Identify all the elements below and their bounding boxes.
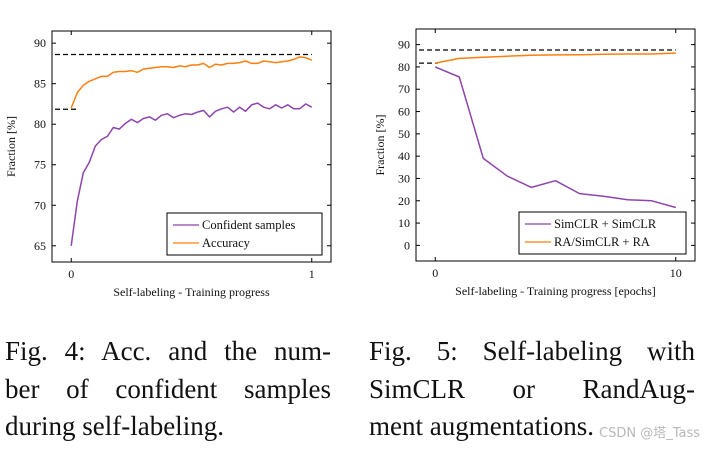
y-tick-label: 80 xyxy=(34,117,46,131)
figure-5-caption: Fig. 5: Self-labeling with SimCLR or Ran… xyxy=(369,333,695,446)
x-tick-label: 0 xyxy=(68,267,74,281)
y-tick-label: 70 xyxy=(34,198,46,212)
chart-2: 0 10 20 30 40 50 60 70 80 90 0 10 Self-labeling - Tr… xyxy=(373,28,696,298)
series-line xyxy=(70,102,313,246)
x-tick-label: 1 xyxy=(309,267,315,281)
y-tick-label: 75 xyxy=(34,158,46,172)
x-tick-label: 0 xyxy=(432,266,438,280)
y-tick-label: 65 xyxy=(34,239,46,253)
series-line xyxy=(435,52,676,64)
y-tick-label: 85 xyxy=(34,77,46,91)
plot-frame xyxy=(51,30,332,263)
y-tick-label: 90 xyxy=(34,36,46,50)
caption-line: Fig. 5: Self-labeling with xyxy=(369,336,695,366)
legend-label: RA/SimCLR + RA xyxy=(554,235,650,249)
y-tick-label: 70 xyxy=(398,82,410,96)
legend: SimCLR + SimCLR RA/SimCLR + RA xyxy=(518,211,687,255)
legend-box xyxy=(518,211,687,255)
y-axis-label: Fraction [%] xyxy=(373,115,387,176)
legend-label: Confident samples xyxy=(202,218,296,232)
series-line xyxy=(70,56,313,109)
legend-label: SimCLR + SimCLR xyxy=(554,217,657,231)
caption-line: Fig. 4: Acc. and the num- xyxy=(5,336,331,366)
y-tick-label: 90 xyxy=(398,38,410,52)
y-tick-label: 80 xyxy=(398,60,410,74)
y-axis-label: Fraction [%] xyxy=(4,116,18,177)
caption-line: ber of confident samples xyxy=(5,373,331,404)
legend-label: Accuracy xyxy=(202,236,251,250)
legend-box xyxy=(166,212,323,256)
plot-frame xyxy=(415,28,696,262)
chart-1: 65 70 75 80 85 90 0 1 Self-labeling - Training p… xyxy=(4,30,332,299)
watermark: CSDN @塔_Tass xyxy=(599,426,700,441)
legend: Confident samples Accuracy xyxy=(166,212,323,256)
y-tick-label: 10 xyxy=(398,216,410,230)
y-tick-label: 0 xyxy=(404,238,410,252)
figure-4-caption: Fig. 4: Acc. and the num- ber of confide… xyxy=(5,333,331,446)
caption-line: during self-labeling. xyxy=(5,411,224,441)
caption-line: SimCLR or RandAug- xyxy=(369,373,695,404)
series-line xyxy=(434,66,677,209)
x-axis-label: Self-labeling - Training progress [epoch… xyxy=(455,284,656,298)
y-tick-label: 20 xyxy=(398,194,410,208)
y-tick-label: 50 xyxy=(398,127,410,141)
caption-line: ment augmentations. xyxy=(369,411,594,441)
y-tick-label: 40 xyxy=(398,149,410,163)
x-tick-label: 10 xyxy=(670,266,682,280)
x-axis-label: Self-labeling - Training progress xyxy=(113,285,270,299)
y-tick-label: 30 xyxy=(398,171,410,185)
y-tick-label: 60 xyxy=(398,105,410,119)
